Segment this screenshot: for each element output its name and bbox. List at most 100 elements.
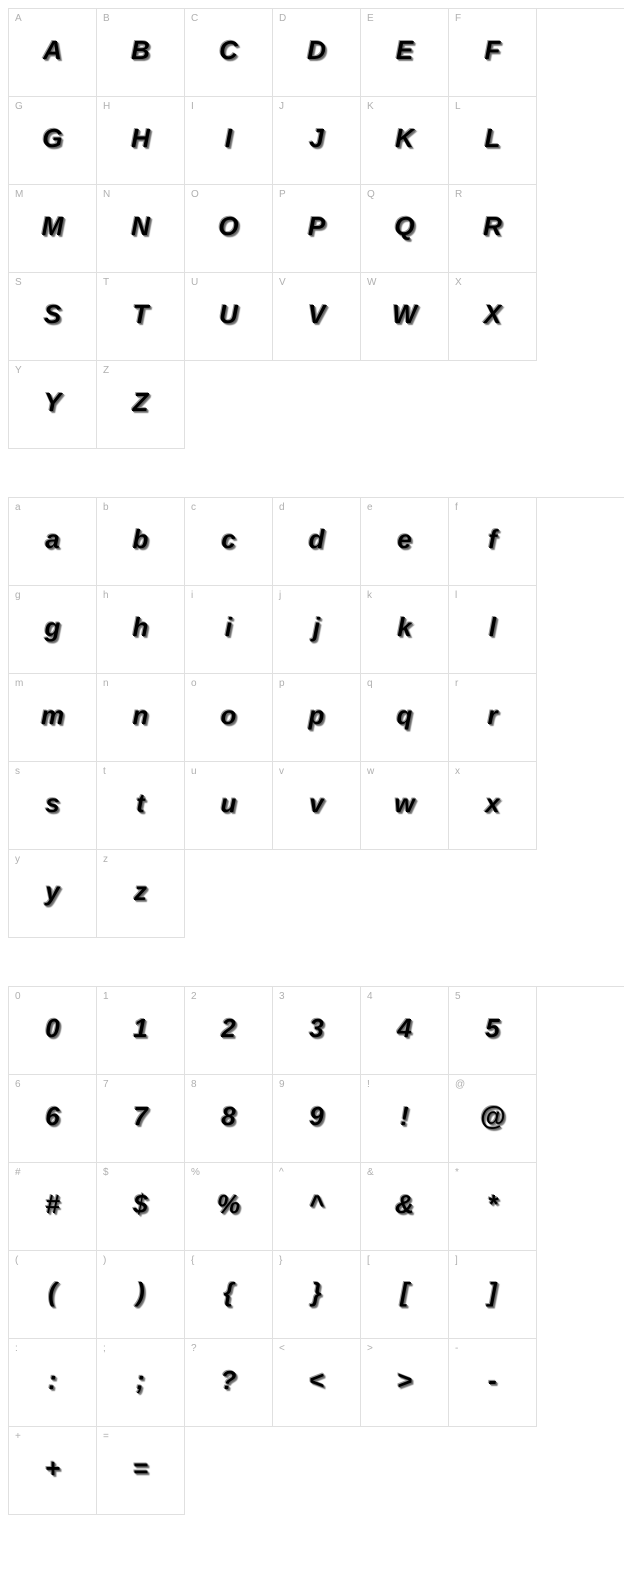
glyph-label: < [279,1343,285,1354]
glyph-display: 5 [449,1013,536,1044]
glyph-cell: << [273,1339,361,1427]
glyph-label: m [15,678,23,689]
glyph-cell: UU [185,273,273,361]
glyph-label: M [15,189,23,200]
glyph-display: C [185,35,272,66]
glyph-label: 8 [191,1079,197,1090]
glyph-cell: oo [185,674,273,762]
glyph-display: 9 [273,1101,360,1132]
glyph-display: K [361,123,448,154]
glyph-display: # [9,1189,96,1220]
glyph-label: # [15,1167,21,1178]
glyph-cell: ?? [185,1339,273,1427]
glyph-label: 7 [103,1079,109,1090]
glyph-display: l [449,612,536,643]
glyph-display: > [361,1365,448,1396]
glyph-cell: ;; [97,1339,185,1427]
glyph-label: g [15,590,21,601]
glyph-cell: ll [449,586,537,674]
glyph-label: S [15,277,22,288]
glyph-cell: yy [9,850,97,938]
glyph-display: [ [361,1277,448,1308]
glyph-display: S [9,299,96,330]
glyph-label: = [103,1431,109,1442]
glyph-label: c [191,502,196,513]
glyph-display: A [9,35,96,66]
glyph-cell: kk [361,586,449,674]
glyph-display: z [97,876,184,907]
glyph-label: > [367,1343,373,1354]
glyph-label: V [279,277,286,288]
glyph-display: T [97,299,184,330]
glyph-cell: BB [97,9,185,97]
glyph-display: H [97,123,184,154]
glyph-display: L [449,123,536,154]
glyph-label: H [103,101,110,112]
glyph-display: X [449,299,536,330]
glyph-cell: ** [449,1163,537,1251]
glyph-display: r [449,700,536,731]
glyph-display: ; [97,1365,184,1396]
glyph-cell: ++ [9,1427,97,1515]
glyph-label: b [103,502,109,513]
glyph-display: k [361,612,448,643]
glyph-display: 1 [97,1013,184,1044]
charmap-grid: AABBCCDDEEFFGGHHIIJJKKLLMMNNOOPPQQRRSSTT… [8,8,624,449]
glyph-display: @ [449,1101,536,1132]
glyph-display: : [9,1365,96,1396]
glyph-display: d [273,524,360,555]
glyph-label: : [15,1343,18,1354]
glyph-cell: %% [185,1163,273,1251]
glyph-cell: 00 [9,987,97,1075]
glyph-label: D [279,13,286,24]
glyph-cell: :: [9,1339,97,1427]
glyph-label: } [279,1255,282,1266]
glyph-display: B [97,35,184,66]
glyph-display: e [361,524,448,555]
glyph-cell: XX [449,273,537,361]
glyph-label: o [191,678,197,689]
glyph-display: O [185,211,272,242]
glyph-cell: MM [9,185,97,273]
glyph-cell: ## [9,1163,97,1251]
glyph-label: C [191,13,198,24]
glyph-display: U [185,299,272,330]
glyph-display: ! [361,1101,448,1132]
glyph-display: p [273,700,360,731]
charmap-grid: aabbccddeeffgghhiijjkkllmmnnooppqqrrsstt… [8,497,624,938]
glyph-label: ] [455,1255,458,1266]
glyph-cell: KK [361,97,449,185]
glyph-label: I [191,101,194,112]
glyph-label: B [103,13,110,24]
charmap-section-lowercase: aabbccddeeffgghhiijjkkllmmnnooppqqrrsstt… [8,497,632,938]
glyph-display: N [97,211,184,242]
glyph-label: N [103,189,110,200]
glyph-display: 8 [185,1101,272,1132]
glyph-label: ! [367,1079,370,1090]
glyph-cell: 33 [273,987,361,1075]
glyph-display: w [361,788,448,819]
glyph-label: x [455,766,460,777]
glyph-display: I [185,123,272,154]
glyph-display: G [9,123,96,154]
glyph-label: & [367,1167,374,1178]
glyph-label: + [15,1431,21,1442]
glyph-label: X [455,277,462,288]
glyph-display: R [449,211,536,242]
glyph-label: W [367,277,376,288]
glyph-display: s [9,788,96,819]
glyph-label: n [103,678,109,689]
glyph-display: J [273,123,360,154]
glyph-label: $ [103,1167,109,1178]
glyph-label: 4 [367,991,373,1002]
glyph-cell: }} [273,1251,361,1339]
glyph-display: j [273,612,360,643]
glyph-label: ) [103,1255,106,1266]
glyph-label: O [191,189,199,200]
glyph-display: Q [361,211,448,242]
glyph-label: z [103,854,108,865]
glyph-label: ( [15,1255,18,1266]
glyph-label: w [367,766,374,777]
glyph-display: c [185,524,272,555]
glyph-label: J [279,101,284,112]
